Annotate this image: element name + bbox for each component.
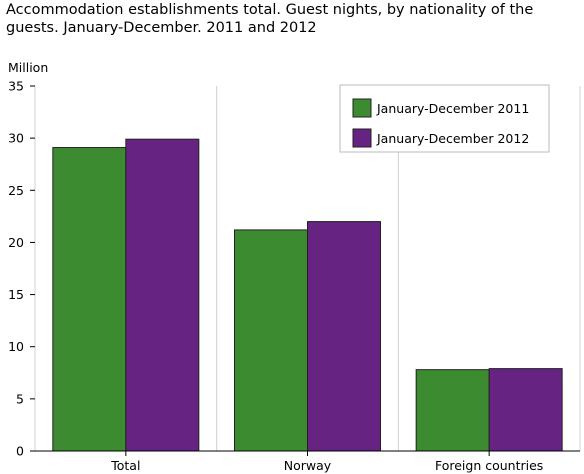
- y-tick-label: 35: [8, 79, 24, 94]
- legend-swatch: [352, 128, 372, 148]
- y-tick-label: 0: [16, 444, 24, 459]
- y-tick-label: 25: [8, 183, 24, 198]
- y-axis-ticks: 0 5 10 15 20 25 30 35: [8, 79, 35, 459]
- legend: January-December 2011 January-December 20…: [339, 84, 550, 153]
- bar-norway-series-1: [234, 229, 308, 452]
- bar-foreign-countries-series-1: [415, 369, 490, 452]
- bar-norway-series-2: [307, 221, 381, 452]
- bar-total-series-1: [52, 147, 127, 452]
- legend-box: [339, 84, 550, 153]
- y-tick-label: 15: [8, 287, 24, 302]
- bar-total-series-2: [125, 138, 200, 452]
- legend-swatch: [352, 98, 372, 118]
- x-tick-label: Total: [110, 458, 140, 473]
- bar-foreign-countries-series-2: [488, 368, 563, 452]
- y-tick-label: 30: [8, 131, 24, 146]
- legend-label: January-December 2012: [376, 131, 529, 146]
- y-tick-label: 10: [8, 339, 24, 354]
- chart-title: Accommodation establishments total. Gues…: [6, 2, 534, 36]
- y-tick-label: 20: [8, 235, 24, 250]
- x-tick-label: Norway: [284, 458, 332, 473]
- bars: [52, 138, 563, 452]
- y-axis-label: Million: [8, 60, 48, 75]
- legend-label: January-December 2011: [376, 101, 529, 116]
- y-tick-label: 5: [16, 391, 24, 406]
- x-axis-ticks: Total Norway Foreign countries: [110, 451, 543, 473]
- x-tick-label: Foreign countries: [435, 458, 543, 473]
